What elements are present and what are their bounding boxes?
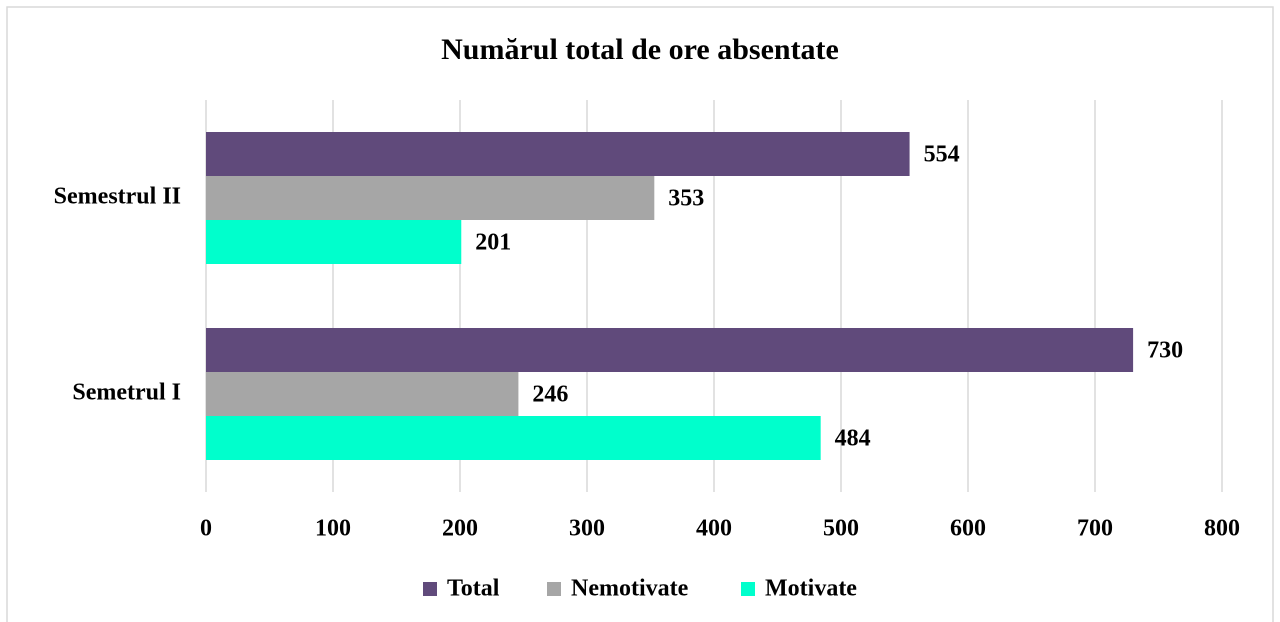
bar (206, 132, 910, 176)
x-tick-label: 600 (950, 516, 986, 542)
x-tick-label: 500 (823, 516, 859, 542)
bar (206, 176, 655, 220)
data-label: 554 (924, 142, 960, 168)
chart-title: Numărul total de ore absentate (441, 33, 839, 66)
x-tick-label: 700 (1077, 516, 1113, 542)
legend-swatch (547, 582, 561, 596)
data-label: 484 (835, 426, 871, 452)
legend-label: Total (447, 576, 500, 602)
bar (206, 372, 519, 416)
x-tick-label: 800 (1204, 516, 1240, 542)
y-tick-label: Semestrul II (54, 184, 181, 210)
x-tick-label: 0 (200, 516, 212, 542)
bar (206, 416, 821, 460)
bar (206, 220, 462, 264)
legend-label: Motivate (765, 576, 857, 602)
y-tick-label: Semetrul I (72, 380, 181, 406)
x-tick-label: 200 (442, 516, 478, 542)
x-tick-label: 300 (569, 516, 605, 542)
legend-label: Nemotivate (571, 576, 689, 602)
legend-swatch (423, 582, 437, 596)
data-label: 246 (532, 382, 568, 408)
x-tick-label: 400 (696, 516, 732, 542)
x-tick-label: 100 (315, 516, 351, 542)
legend-swatch (741, 582, 755, 596)
bar (206, 328, 1134, 372)
data-label: 353 (668, 186, 704, 212)
data-label: 730 (1147, 338, 1183, 364)
chart-border (6, 6, 1274, 622)
data-label: 201 (475, 230, 511, 256)
